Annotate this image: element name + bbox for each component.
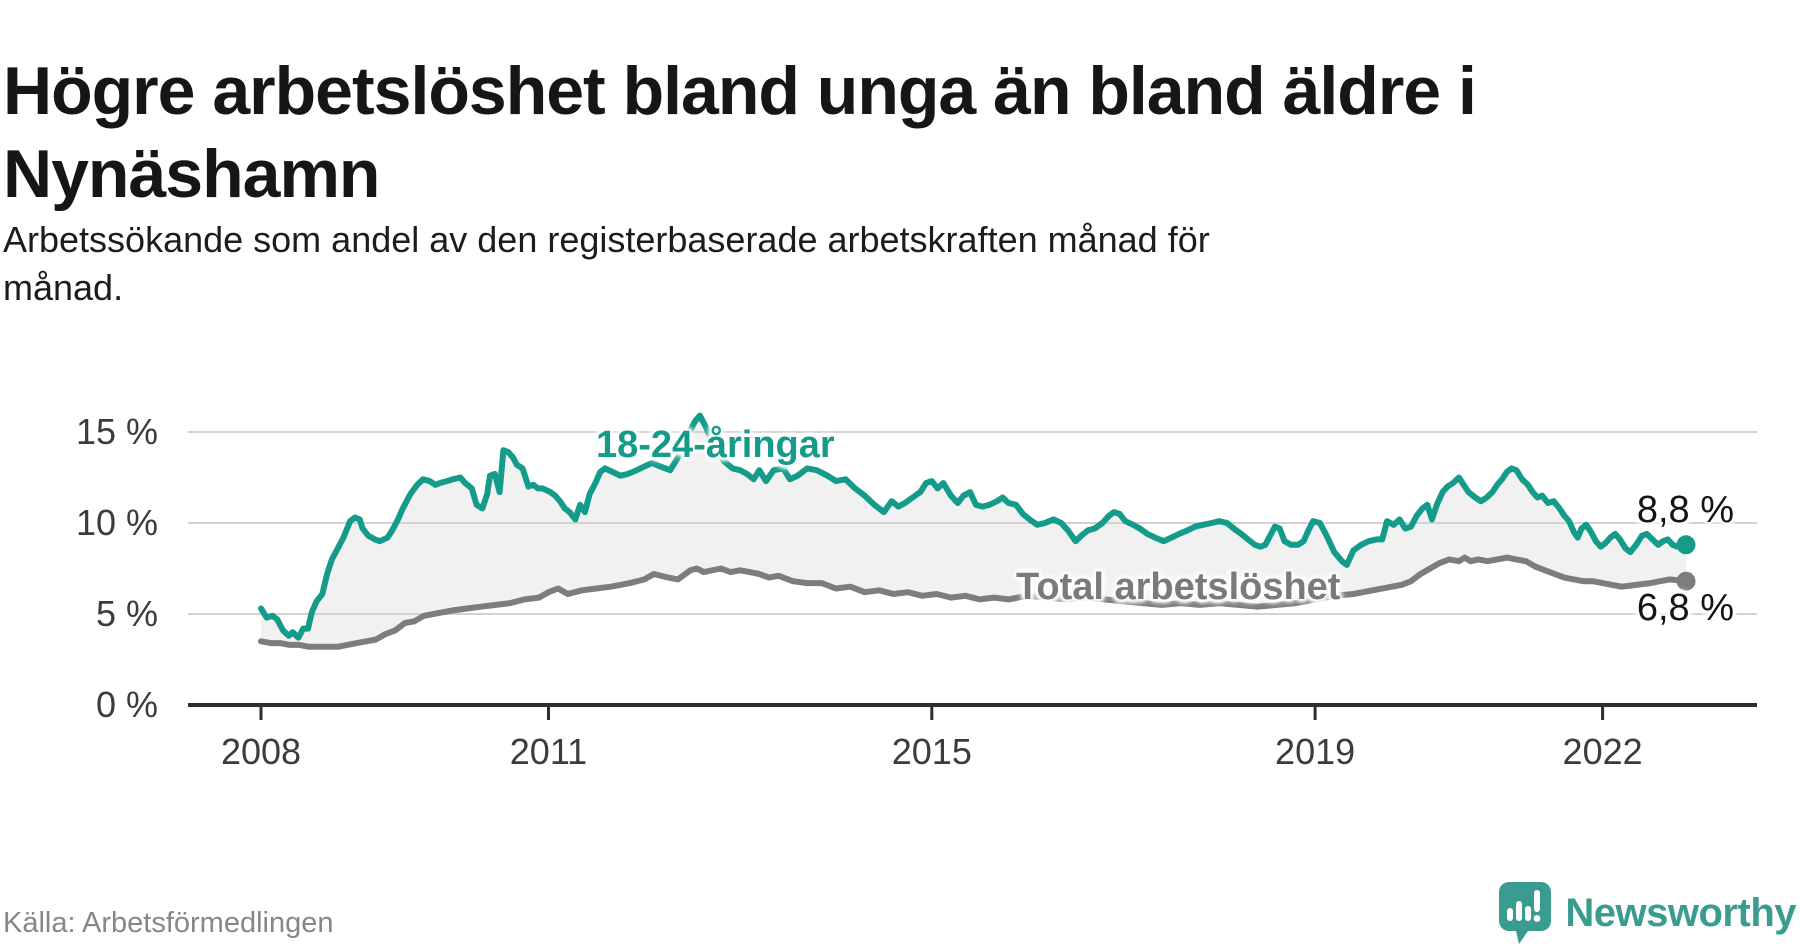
newsworthy-wordmark: Newsworthy [1565,890,1796,935]
end-dot-total [1676,571,1696,591]
chart-subtitle: Arbetssökande som andel av den registerb… [3,216,1503,311]
band-fill [261,415,1686,647]
y-tick-label-10: 10 % [75,502,158,543]
end-dot-young [1676,535,1696,555]
y-tick-label-15: 15 % [75,411,158,452]
series-label-total: Total arbetslöshet [1016,566,1341,608]
title-line-1: Högre arbetslöshet bland unga än bland ä… [3,52,1477,129]
x-tick-label-2011: 2011 [509,731,588,772]
y-tick-label-0: 0 % [95,684,158,725]
subtitle-line-1: Arbetssökande som andel av den registerb… [3,219,1210,260]
x-tick-label-2019: 2019 [1275,731,1356,772]
end-value-young: 8,8 % [1636,489,1734,531]
x-tick-label-2022: 2022 [1562,731,1643,772]
subtitle-line-2: månad. [3,266,124,308]
x-tick-label-2008: 2008 [220,731,302,772]
end-value-total: 6,8 % [1636,587,1734,629]
title-line-2: Nynäshamn [3,135,380,212]
series-line-young [258,412,1689,641]
page-title: Högre arbetslöshet bland unga än bland ä… [3,50,1763,216]
x-tick-label-2015: 2015 [891,731,972,772]
source-note: Källa: Arbetsförmedlingen [3,907,334,939]
newsworthy-logo: Newsworthy [1499,882,1796,944]
newsworthy-icon [1499,882,1552,944]
series-line-total [258,554,1689,650]
series-label-young: 18-24-åringar [596,424,835,466]
y-tick-label-5: 5 % [95,593,158,634]
